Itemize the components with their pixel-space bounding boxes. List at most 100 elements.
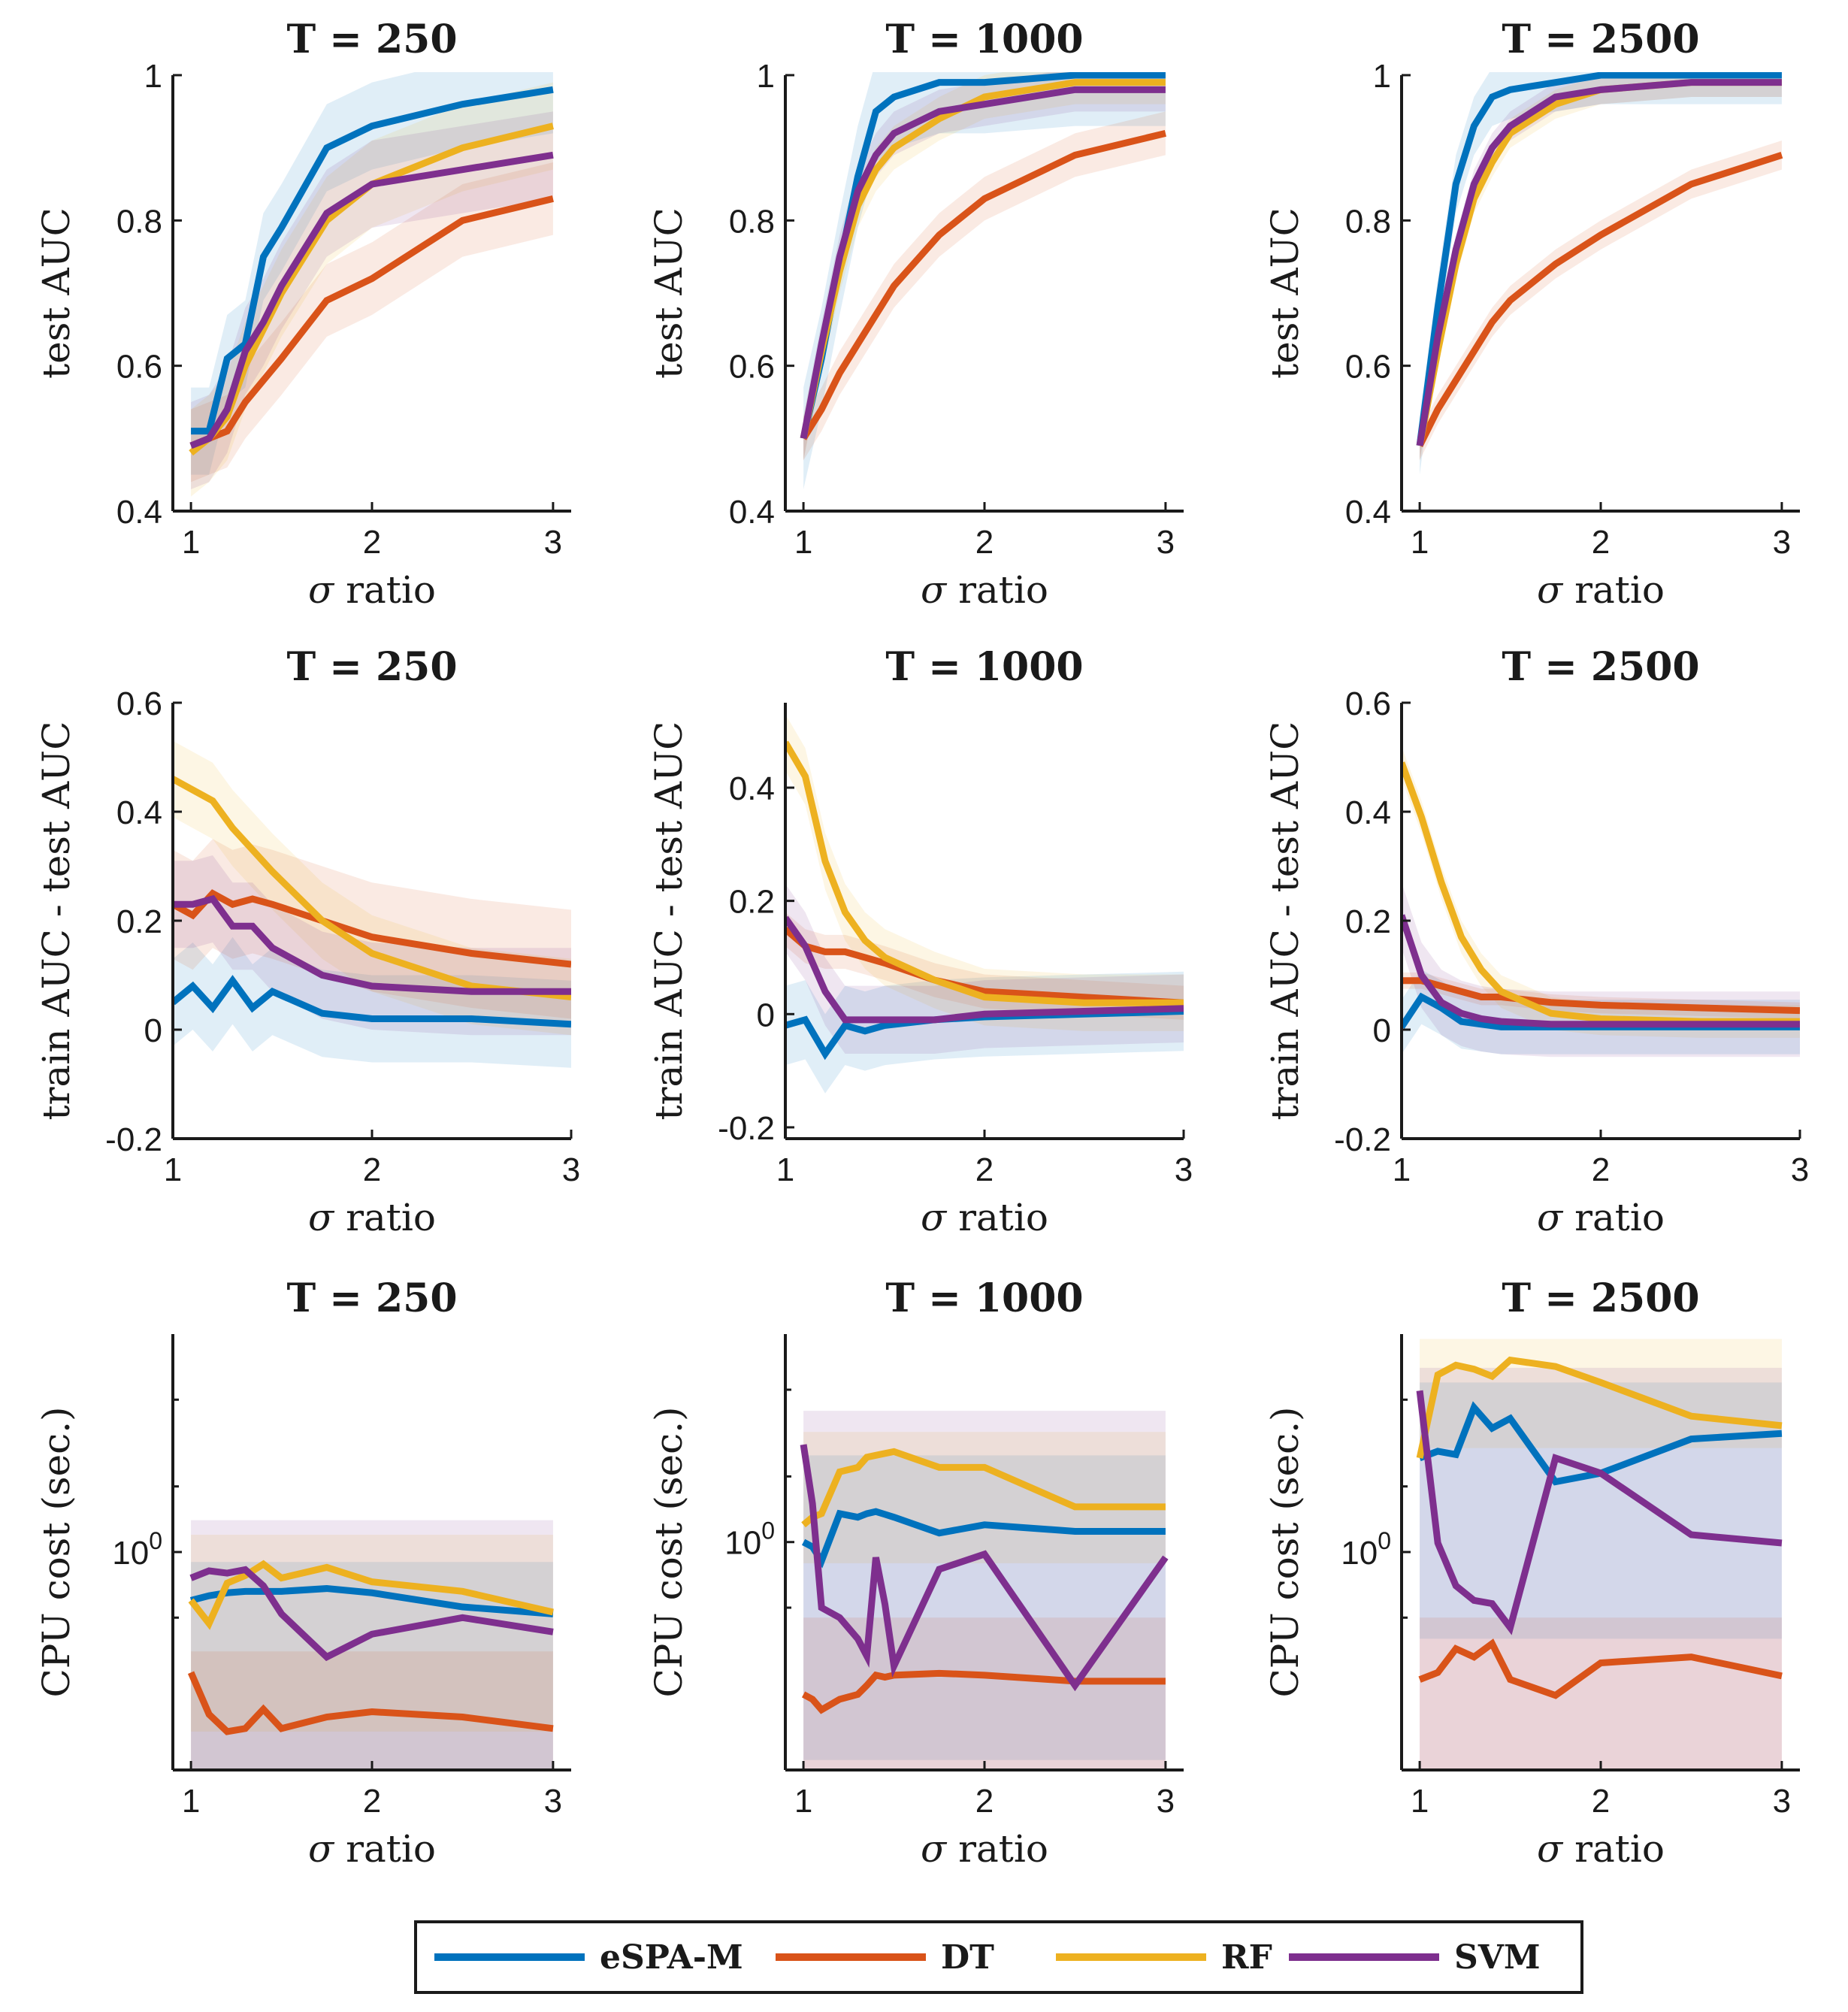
band-dt [1420,141,1782,461]
series-line-espa-m [801,1508,1166,1569]
series-line-svm [1416,79,1782,446]
series-line-rf [785,740,1184,1006]
y-tick-label: 0.6 [1345,349,1391,386]
panel-title: T = 1000 [885,1275,1083,1321]
x-tick-label: 1 [794,524,812,561]
y-axis-label: CPU cost (sec.) [35,1407,78,1698]
series-line-dt [801,1669,1166,1714]
series-line-espa-m [189,1585,554,1617]
panel-title: T = 250 [286,644,457,690]
y-tick-label: 1 [757,58,775,95]
series-line-dt [187,1671,554,1735]
y-tick-label: 0 [144,1012,162,1049]
x-tick-label: 2 [363,1783,381,1820]
band-svm [191,1520,553,1770]
series-line-svm [173,894,571,995]
y-tick-label: 0.4 [729,770,775,807]
y-tick-label: 1 [1373,58,1391,95]
plot-area [187,1520,554,1770]
band-rf [785,714,1184,1031]
band-dt [191,162,553,483]
x-tick-label: 2 [975,1783,994,1820]
series-line-espa-m [1416,72,1782,446]
series-line-rf [1402,761,1800,1025]
x-tick-label: 1 [1393,1151,1411,1188]
legend-label-espa-m: eSPA-M [600,1938,743,1977]
y-tick-label: 0.6 [1345,685,1391,722]
x-axis-label: σ ratio [1537,1827,1665,1871]
series-line-svm [1416,1390,1783,1635]
x-axis-label: σ ratio [308,1827,436,1871]
y-tick-label: 0.4 [729,494,775,531]
x-tick-label: 2 [1592,1783,1610,1820]
band-espa-m [1420,1382,1782,1639]
panel-title: T = 2500 [1502,1275,1699,1321]
series-line-svm [189,151,554,449]
x-tick-label: 3 [1175,1151,1193,1188]
y-axis-label: train AUC - test AUC [35,722,78,1121]
series-line-svm [800,86,1166,440]
plot-area [189,72,554,497]
series-line-dt [785,926,1184,1006]
plot-area [800,72,1166,489]
series-line-rf [1416,1356,1783,1459]
series-line-rf [173,776,571,1000]
band-dt [785,912,1184,1020]
x-tick-label: 2 [1592,1151,1610,1188]
y-axis-label: test AUC [35,207,78,379]
x-tick-label: 2 [1592,524,1610,561]
y-tick-label: 100 [112,1527,162,1572]
band-espa-m [191,72,553,475]
band-espa-m [173,936,571,1068]
series-line-dt [800,129,1166,440]
y-tick-label: -0.2 [1334,1121,1391,1158]
panel-1: 1 2 3 0.4 0.6 0.8 1 T = 250 σ ratio test AUC [35,17,571,612]
y-axis-label: test AUC [1263,207,1307,379]
y-tick-label: 0.2 [1345,903,1391,940]
band-espa-m [803,72,1166,489]
y-tick-label: 1 [144,58,162,95]
band-espa-m [1402,970,1800,1054]
x-tick-label: 1 [1411,1783,1429,1820]
series-line-espa-m [191,86,554,435]
y-axis-label: CPU cost (sec.) [647,1407,691,1698]
band-svm [803,72,1166,461]
panel-6: 1 2 3 -0.2 0 0.2 0.4 0.6 T = 2500 σ ratio train AU… [1263,644,1809,1239]
y-tick-label: -0.2 [105,1121,162,1158]
legend-label-rf: RF [1221,1938,1272,1977]
series-line-espa-m [173,975,571,1028]
x-axis-label: σ ratio [308,1196,436,1239]
band-rf [191,82,553,497]
panel-title: T = 1000 [885,17,1083,62]
x-tick-label: 2 [363,524,381,561]
y-tick-label: 0.4 [116,494,162,531]
x-tick-label: 3 [562,1151,580,1188]
x-tick-label: 2 [975,1151,994,1188]
x-tick-label: 1 [1411,524,1429,561]
x-tick-label: 2 [975,524,994,561]
plot-area [800,1411,1169,1770]
panel-8: 1 2 3 100 T = 1000 σ ratio CPU cost (sec.) [647,1275,1184,1871]
series-line-rf [801,1448,1166,1528]
panel-2: 1 2 3 0.4 0.6 0.8 1 T = 1000 σ ratio test AUC [647,17,1184,612]
x-tick-label: 3 [1773,1783,1791,1820]
x-axis-label: σ ratio [921,568,1048,612]
x-tick-label: 3 [1791,1151,1809,1188]
x-axis-label: σ ratio [921,1196,1048,1239]
y-axis-label: CPU cost (sec.) [1263,1407,1307,1698]
y-tick-label: 0.8 [729,203,775,240]
panel-9: 1 2 3 100 T = 2500 σ ratio CPU cost (sec.) [1263,1275,1800,1871]
y-tick-label: 0.2 [729,884,775,921]
x-tick-label: 3 [544,524,562,561]
x-tick-label: 1 [164,1151,182,1188]
panel-title: T = 2500 [1502,644,1699,690]
y-tick-label: 100 [1341,1527,1391,1572]
panel-title: T = 250 [286,17,457,62]
series-line-svm [800,1444,1169,1692]
x-tick-label: 3 [1157,524,1175,561]
panel-title: T = 1000 [885,644,1083,690]
y-tick-label: 0.6 [116,349,162,386]
y-tick-label: 0.8 [116,203,162,240]
y-tick-label: 0 [757,997,775,1033]
